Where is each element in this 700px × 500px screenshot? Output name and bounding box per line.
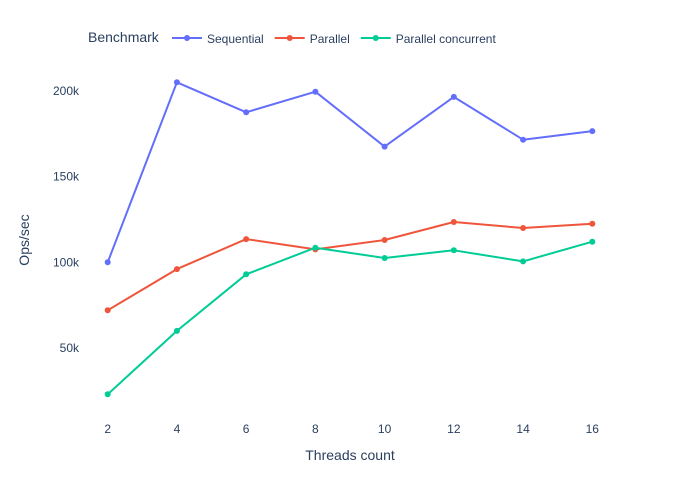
legend-label: Sequential (207, 32, 264, 46)
data-point-parallel-concurrent (589, 238, 596, 245)
data-point-parallel (589, 220, 596, 227)
x-axis-title: Threads count (305, 447, 395, 463)
data-point-parallel-concurrent (173, 327, 180, 334)
y-tick-label: 50k (60, 341, 80, 355)
legend-swatch-marker (184, 35, 190, 41)
data-point-parallel-concurrent (104, 391, 111, 398)
series-line-parallel-concurrent (107, 240, 593, 396)
legend-swatch-marker (372, 35, 379, 41)
data-point-sequential (104, 259, 111, 266)
x-tick-label: 14 (516, 422, 530, 436)
legend-label: Parallel (310, 32, 350, 46)
data-point-parallel (520, 225, 527, 231)
legend-title: Benchmark (88, 29, 160, 45)
x-tick-label: 4 (174, 422, 181, 436)
data-point-parallel-concurrent (381, 255, 388, 261)
x-tick-label: 16 (586, 422, 600, 436)
plot-area (104, 79, 596, 398)
y-tick-label: 200k (53, 84, 80, 98)
legend-item-parallel[interactable]: Parallel (274, 32, 350, 46)
data-point-sequential (243, 109, 250, 116)
data-point-sequential (173, 79, 180, 86)
data-point-parallel-concurrent (520, 258, 527, 265)
y-tick-label: 100k (53, 255, 80, 269)
data-point-sequential (381, 143, 388, 150)
data-point-parallel (243, 236, 250, 243)
x-tick-label: 10 (378, 422, 392, 436)
x-axis-ticks: 2 4 6 8 10 12 14 16 (104, 422, 599, 436)
data-point-sequential (589, 128, 596, 135)
data-point-sequential (312, 88, 319, 95)
data-point-parallel-concurrent (450, 247, 457, 254)
series-line-parallel (107, 221, 593, 312)
data-point-parallel (173, 266, 180, 273)
x-tick-label: 2 (104, 422, 111, 436)
data-point-parallel-concurrent (312, 244, 319, 251)
series-line-sequential (106, 81, 593, 263)
y-axis-title: Ops/sec (16, 214, 32, 265)
legend-label: Parallel concurrent (396, 32, 497, 46)
legend: Benchmark Sequential Parallel Parallel con… (88, 29, 496, 46)
data-point-parallel (381, 237, 388, 243)
data-point-parallel-concurrent (243, 271, 250, 278)
x-tick-label: 6 (243, 422, 250, 436)
y-tick-label: 150k (53, 170, 80, 184)
y-axis-ticks: 50k 100k 150k 200k (53, 84, 80, 355)
x-tick-label: 12 (447, 422, 461, 436)
data-point-parallel (104, 307, 111, 314)
data-point-sequential (450, 93, 457, 100)
legend-item-parallel-concurrent[interactable]: Parallel concurrent (360, 32, 497, 46)
legend-item-sequential[interactable]: Sequential (172, 32, 264, 46)
data-point-sequential (520, 136, 527, 143)
data-point-parallel (450, 219, 457, 225)
legend-swatch-marker (286, 35, 293, 41)
x-tick-label: 8 (312, 422, 319, 436)
